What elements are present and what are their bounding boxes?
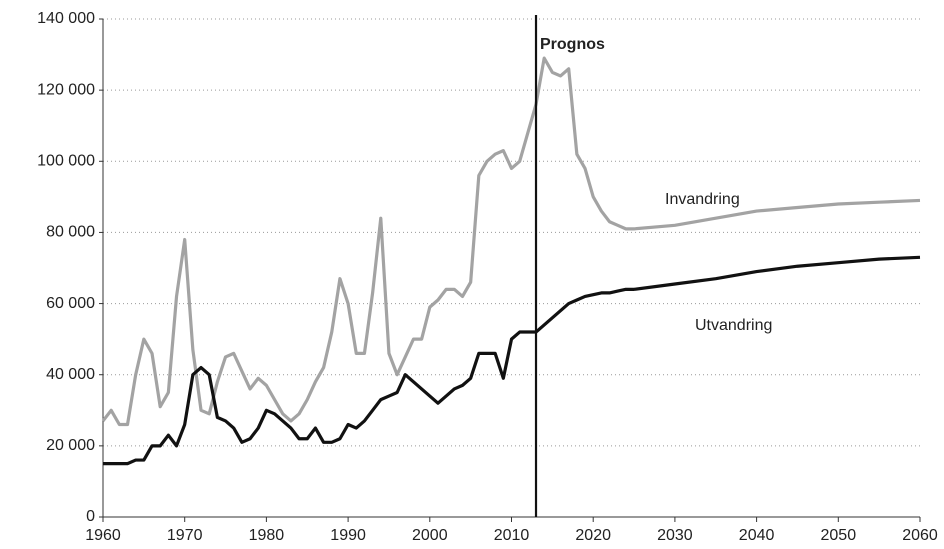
x-tick-label: 2010 <box>494 527 530 544</box>
y-tick-label: 120 000 <box>37 81 95 98</box>
x-tick-label: 2030 <box>657 527 693 544</box>
series-label: Invandring <box>665 191 740 208</box>
x-tick-label: 1960 <box>85 527 121 544</box>
x-tick-label: 2050 <box>821 527 857 544</box>
annotation: Prognos <box>540 36 605 53</box>
series-label: Utvandring <box>695 317 772 334</box>
y-tick-label: 60 000 <box>46 295 95 312</box>
x-tick-label: 2040 <box>739 527 775 544</box>
x-tick-label: 1980 <box>249 527 285 544</box>
series-line <box>103 255 921 466</box>
x-tick-label: 1970 <box>167 527 203 544</box>
y-tick-label: 20 000 <box>46 437 95 454</box>
x-tick-label: 2020 <box>575 527 611 544</box>
y-tick-label: 140 000 <box>37 10 95 27</box>
y-tick-label: 100 000 <box>37 153 95 170</box>
y-tick-label: 40 000 <box>46 366 95 383</box>
x-tick-label: 2000 <box>412 527 448 544</box>
y-tick-label: 80 000 <box>46 224 95 241</box>
y-tick-label: 0 <box>86 508 95 525</box>
x-tick-label: 2060 <box>902 527 938 544</box>
x-tick-label: 1990 <box>330 527 366 544</box>
series-line <box>101 56 921 427</box>
